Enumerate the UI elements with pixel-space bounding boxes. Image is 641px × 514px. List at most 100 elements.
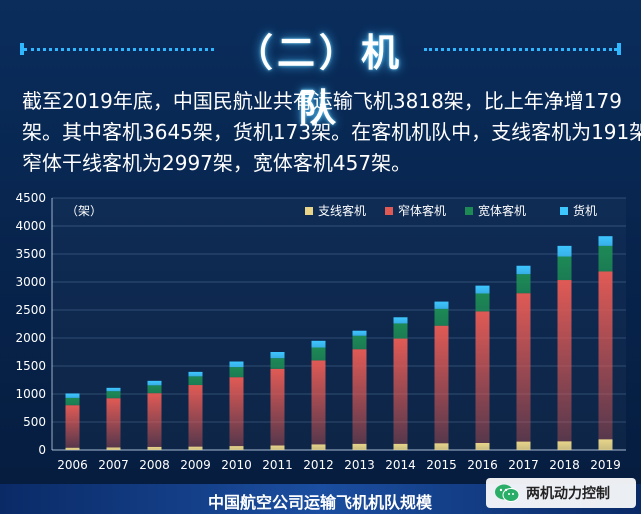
legend-swatch: [560, 207, 568, 215]
bar-segment: [598, 236, 613, 246]
section-header: （二）机 队: [0, 14, 641, 130]
bar-segment: [229, 377, 244, 447]
bar-segment: [147, 393, 162, 447]
bar-segment: [557, 280, 572, 442]
chart-caption: 中国航空公司运输飞机机队规模: [207, 493, 432, 512]
bar-segment: [557, 245, 572, 257]
x-tick-label: 2018: [549, 458, 580, 472]
bar-segment: [188, 446, 203, 450]
legend-swatch: [465, 207, 473, 215]
bar-segment: [311, 360, 326, 445]
bar-segment: [311, 347, 326, 361]
plot-area: [52, 198, 626, 450]
y-tick-label: 0: [38, 443, 46, 457]
y-tick-label: 3500: [15, 247, 46, 261]
bar-segment: [65, 397, 80, 406]
x-tick-label: 2010: [221, 458, 252, 472]
bar-segment: [434, 325, 449, 444]
y-axis-unit-label: （架）: [66, 204, 102, 218]
y-tick-label: 4000: [15, 219, 46, 233]
x-tick-label: 2017: [508, 458, 539, 472]
x-tick-label: 2011: [262, 458, 293, 472]
x-tick-label: 2013: [344, 458, 375, 472]
bar-segment: [352, 443, 367, 450]
x-tick-label: 2008: [139, 458, 170, 472]
bar-segment: [393, 323, 408, 339]
x-tick-label: 2012: [303, 458, 334, 472]
bar-segment: [393, 338, 408, 444]
legend-label: 货机: [573, 203, 597, 218]
legend-label: 宽体客机: [478, 203, 526, 218]
bar-segment: [475, 311, 490, 443]
intro-line: 窄体干线客机为2997架，宽体客机457架。: [22, 151, 412, 175]
x-tick-label: 2019: [590, 458, 621, 472]
y-tick-label: 4500: [15, 191, 46, 205]
bar-segment: [270, 368, 285, 446]
header-left-endcap: [20, 43, 24, 55]
fleet-stacked-bar-chart: 0 500 1000 1500 2000 2500 3000 3500 4000 4500 （架） 2…: [15, 191, 626, 472]
bar-segment: [270, 352, 285, 359]
bar-segment: [106, 398, 121, 448]
intro-line: 截至2019年底，中国民航业共有运输飞机3818架，比上年净增179: [22, 89, 622, 113]
bar-segment: [393, 317, 408, 324]
bar-segment: [434, 443, 449, 450]
legend-swatch: [305, 207, 313, 215]
bar-segment: [516, 441, 531, 450]
x-tick-label: 2009: [180, 458, 211, 472]
bar-segment: [311, 340, 326, 348]
bar-segment: [352, 330, 367, 336]
bar-segment: [188, 376, 203, 386]
y-tick-label: 3000: [15, 275, 46, 289]
y-tick-label: 2000: [15, 331, 46, 345]
bar-segment: [434, 308, 449, 326]
bar-segment: [352, 335, 367, 350]
bar-segment: [516, 265, 531, 275]
bar-segment: [598, 271, 613, 440]
intro-line: 架。其中客机3645架，货机173架。在客机机队中，支线客机为191架，: [22, 120, 641, 144]
bar-segment: [434, 301, 449, 309]
bar-segment: [65, 393, 80, 398]
bar-segment: [516, 293, 531, 442]
x-tick-label: 2016: [467, 458, 498, 472]
y-tick-label: 2500: [15, 303, 46, 317]
bar-segment: [270, 445, 285, 450]
x-tick-label: 2007: [98, 458, 129, 472]
wechat-icon: [495, 484, 520, 502]
bar-segment: [65, 447, 80, 450]
bar-segment: [270, 358, 285, 369]
header-right-endcap: [617, 43, 621, 55]
legend-label: 支线客机: [318, 203, 366, 218]
bar-segment: [557, 256, 572, 281]
x-tick-label: 2014: [385, 458, 416, 472]
header-left-dotted-line: [24, 48, 214, 51]
bar-segment: [475, 293, 490, 312]
bar-segment: [229, 361, 244, 368]
bar-segment: [311, 444, 326, 450]
y-tick-label: 500: [23, 415, 46, 429]
bar-segment: [147, 446, 162, 450]
bar-segment: [106, 447, 121, 450]
intro-paragraph: 截至2019年底，中国民航业共有运输飞机3818架，比上年净增179 架。其中客…: [22, 86, 641, 179]
watermark-badge: 两机动力控制: [486, 478, 636, 508]
bar-segment: [188, 385, 203, 447]
bar-segment: [598, 439, 613, 450]
bar-segment: [188, 371, 203, 377]
bar-segment: [557, 441, 572, 450]
bar-segment: [106, 387, 121, 392]
bar-segment: [475, 285, 490, 294]
bar-segment: [598, 245, 613, 272]
bar-segment: [393, 443, 408, 450]
bar-segment: [229, 367, 244, 378]
bar-segment: [65, 405, 80, 448]
bar-segment: [475, 443, 490, 450]
bar-segment: [147, 385, 162, 394]
section-title: （二）机 队: [234, 31, 403, 130]
watermark-text: 两机动力控制: [526, 486, 610, 502]
bar-segment: [147, 380, 162, 386]
legend-label: 窄体客机: [398, 203, 446, 218]
y-tick-label: 1500: [15, 359, 46, 373]
bar-segment: [516, 274, 531, 294]
header-right-dotted-line: [424, 48, 617, 51]
bar-segment: [106, 391, 121, 399]
legend-swatch: [385, 207, 393, 215]
